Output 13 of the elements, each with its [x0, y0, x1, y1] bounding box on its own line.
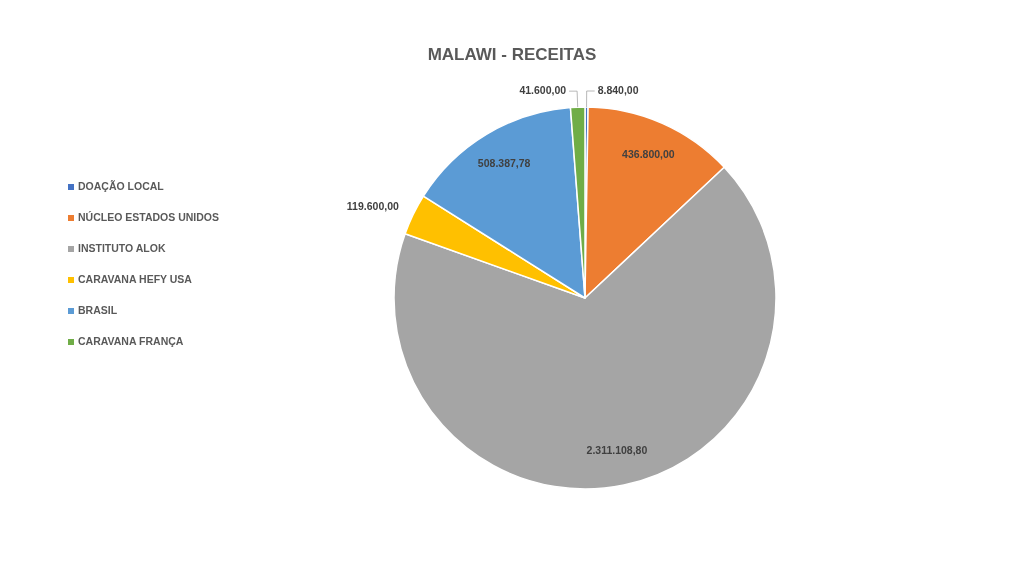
data-label: 41.600,00 [519, 83, 567, 96]
legend-label: DOAÇÃO LOCAL [78, 179, 165, 192]
data-label: 119.600,00 [346, 200, 399, 213]
data-label: 2.311.108,80 [586, 444, 648, 457]
data-label: 436.800,00 [622, 147, 675, 160]
data-label: 508.387,78 [477, 156, 531, 169]
data-label: 8.840,00 [597, 83, 639, 96]
legend-label: BRASIL [78, 303, 118, 316]
legend-label: INSTITUTO ALOK [78, 241, 166, 254]
legend-label: CARAVANA HEFY USA [78, 272, 193, 285]
legend-label: NÚCLEO ESTADOS UNIDOS [78, 210, 219, 223]
legend-label: CARAVANA FRANÇA [78, 334, 184, 347]
chart-title: MALAWI - RECEITAS [427, 45, 597, 65]
